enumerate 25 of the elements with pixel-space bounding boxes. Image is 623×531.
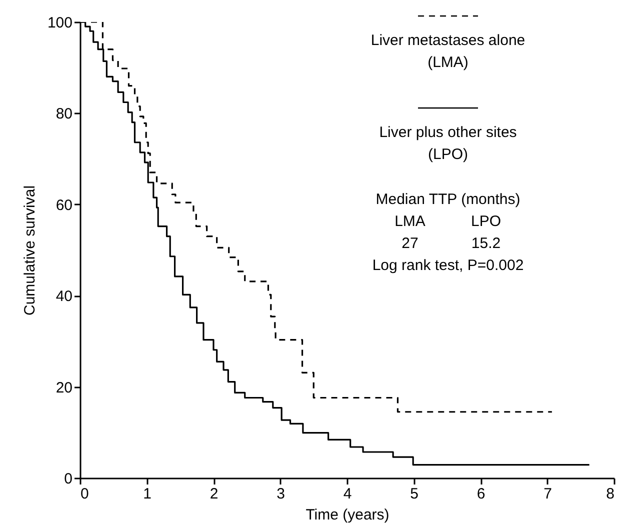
x-tick-label: 1 — [143, 486, 152, 502]
y-tick-label: 40 — [56, 288, 72, 306]
x-tick-label: 7 — [544, 486, 552, 502]
legend-label: Liver metastases alone (LMA) — [370, 32, 526, 71]
y-axis-title: Cumulative survival — [21, 185, 38, 316]
x-tick-label: 2 — [210, 486, 218, 502]
annotation: LPO — [470, 213, 502, 230]
x-tick-label: 8 — [606, 486, 614, 502]
y-tick-label: 0 — [64, 470, 72, 488]
annotation: LMA — [394, 213, 426, 230]
annotation: 27 — [402, 235, 418, 252]
x-tick-label: 4 — [343, 486, 352, 502]
annotation: Log rank test, P=0.002 — [372, 257, 524, 274]
y-tick-label: 60 — [56, 196, 72, 214]
y-tick-label: 80 — [56, 106, 72, 123]
legend-label: Liver plus other sites (LPO) — [379, 124, 517, 163]
annotation: Median TTP (months) — [376, 191, 520, 208]
x-tick-label: 3 — [276, 486, 285, 502]
x-axis-title: Time (years) — [306, 506, 390, 524]
annotation: 15.2 — [471, 235, 501, 252]
y-tick-label: 20 — [56, 379, 72, 396]
x-tick-label: 0 — [80, 486, 89, 502]
x-tick-label: 6 — [476, 486, 486, 502]
y-tick-label: 100 — [47, 14, 72, 32]
x-tick-label: 5 — [410, 486, 418, 502]
